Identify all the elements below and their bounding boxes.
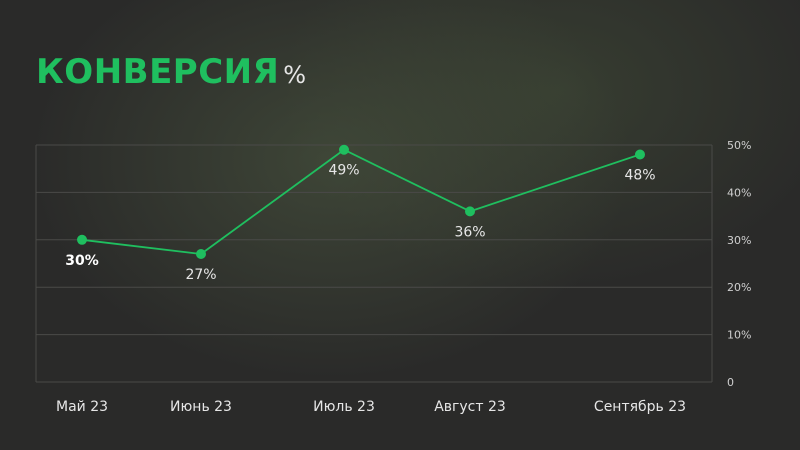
grid-lines (35, 144, 713, 383)
y-tick-label: 10% (727, 329, 751, 342)
y-tick-label: 20% (727, 281, 751, 294)
y-tick-label: 50% (727, 139, 751, 152)
data-point (77, 234, 87, 245)
data-label: 48% (624, 167, 655, 183)
x-tick-label: Сентябрь 23 (594, 399, 686, 415)
y-tick-label: 0 (727, 376, 734, 389)
chart-title-unit: % (283, 61, 307, 89)
data-point (339, 144, 349, 155)
series-line-layer (81, 148, 641, 255)
data-point (196, 249, 206, 260)
x-tick-label: Май 23 (56, 399, 108, 415)
data-label: 30% (65, 253, 99, 269)
y-axis-ticks: 0 10% 20% 30% 40% 50% (727, 139, 751, 389)
data-point (635, 149, 645, 160)
data-label: 36% (454, 224, 485, 240)
data-label: 49% (328, 163, 359, 179)
chart-title-main: КОНВЕРСИЯ (36, 52, 280, 92)
data-points (77, 144, 645, 260)
data-labels: 30% 27% 49% 36% 48% (65, 163, 655, 283)
data-label: 27% (185, 267, 216, 283)
x-tick-label: Июль 23 (313, 399, 375, 415)
x-tick-label: Июнь 23 (170, 399, 232, 415)
x-axis-ticks: Май 23 Июнь 23 Июль 23 Август 23 Сентябрь 23 (56, 399, 686, 415)
series-line (81, 148, 641, 255)
y-tick-label: 40% (727, 186, 751, 199)
chart-title: КОНВЕРСИЯ% (36, 52, 307, 92)
data-point (465, 206, 475, 217)
x-tick-label: Август 23 (434, 399, 506, 415)
y-tick-label: 30% (727, 234, 751, 247)
